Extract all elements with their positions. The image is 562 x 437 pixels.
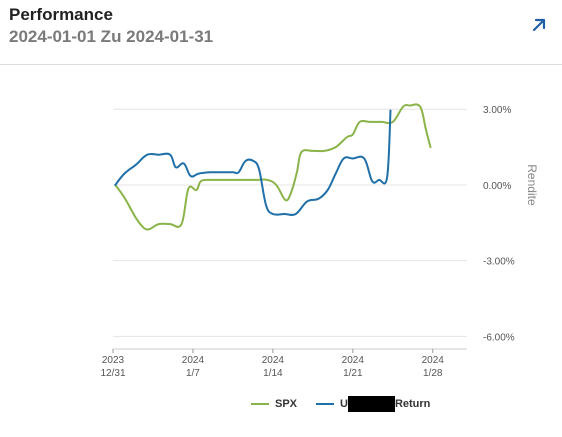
y-tick-label: 0.00% bbox=[483, 181, 511, 192]
chart-legend: SPX U Return bbox=[0, 396, 562, 412]
redaction-box bbox=[347, 396, 395, 412]
card-title: Performance bbox=[9, 5, 113, 24]
legend-label-portfolio-prefix: U bbox=[340, 398, 348, 410]
y-tick-label: 3.00% bbox=[483, 105, 511, 116]
arrow-up-right-icon[interactable] bbox=[530, 16, 548, 34]
x-tick-label-year: 2024 bbox=[342, 355, 365, 366]
date-range-subtitle: 2024-01-01 Zu 2024-01-31 bbox=[9, 27, 214, 46]
x-tick-label-date: 1/14 bbox=[263, 368, 283, 379]
x-tick-label-year: 2024 bbox=[262, 355, 285, 366]
legend-label-spx: SPX bbox=[275, 398, 298, 410]
y-tick-label: -6.00% bbox=[483, 332, 515, 343]
card-header: Performance 2024-01-01 Zu 2024-01-31 bbox=[0, 0, 562, 65]
x-tick-label-date: 1/21 bbox=[343, 368, 363, 379]
series-line-spx bbox=[114, 103, 432, 231]
legend-swatch-spx bbox=[251, 403, 269, 405]
performance-line-chart: 3.00% 0.00% -3.00% -6.00% 2023 12/31 2024 1/7 20… bbox=[100, 103, 539, 379]
legend-item-spx[interactable]: SPX bbox=[251, 396, 297, 412]
x-tick-label-date: 1/28 bbox=[423, 368, 443, 379]
legend-label-portfolio-suffix: Return bbox=[394, 398, 431, 410]
x-tick-label-date: 12/31 bbox=[100, 368, 125, 379]
x-tick-label-year: 2023 bbox=[102, 355, 125, 366]
y-axis-title: Rendite bbox=[525, 164, 539, 206]
x-tick-label-date: 1/7 bbox=[186, 368, 200, 379]
x-tick-label-year: 2024 bbox=[422, 355, 445, 366]
y-tick-label: -3.00% bbox=[483, 257, 515, 268]
series-line-portfolio bbox=[114, 109, 392, 216]
x-tick-label-year: 2024 bbox=[182, 355, 205, 366]
legend-item-portfolio[interactable]: U Return bbox=[316, 396, 430, 412]
legend-swatch-portfolio bbox=[316, 403, 334, 405]
